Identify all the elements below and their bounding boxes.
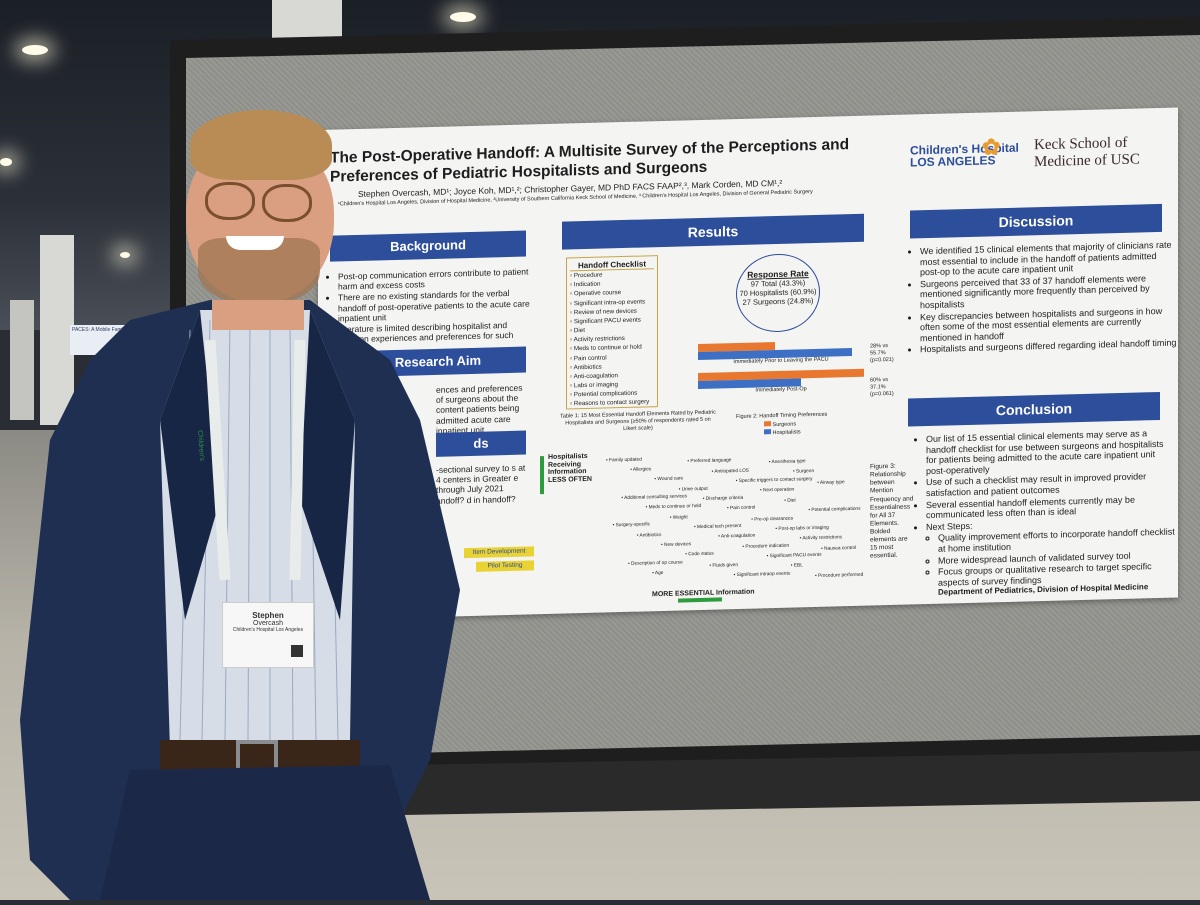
response-rate-line: 27 Surgeons (24.8%) <box>742 296 814 307</box>
conclusion-list: Our list of 15 essential clinical elemen… <box>916 428 1176 590</box>
scatter-point-label: • Weight <box>669 515 688 521</box>
conclusion-bullet: Our list of 15 essential clinical elemen… <box>926 428 1176 477</box>
handoff-checklist: Handoff Checklist ▫ Procedure ▫ Indicatio… <box>566 255 658 410</box>
scatter-point-label: • Description of op course <box>628 560 683 567</box>
scatter-point-label: • Post-op labs or imaging <box>775 525 829 532</box>
scatter-point-label: • Fluids given <box>709 562 738 569</box>
scatter-point-label: • Medical tech present <box>694 523 742 530</box>
banner-conclusion: Conclusion <box>908 391 1160 427</box>
scatter-point-label: • Discharge criteria <box>702 496 744 503</box>
scatter-point-label: • Anesthesia type <box>768 459 806 466</box>
checklist-item: ▫ Reasons to contact surgery <box>570 398 650 408</box>
timing-stat: 60% vs 37.1% (p=0.061) <box>870 377 894 398</box>
banner-discussion: Discussion <box>910 203 1162 239</box>
scatter-point-label: • Meds to continue or hold <box>645 503 702 510</box>
banner-background: Background <box>330 230 526 262</box>
y-axis-arrow <box>540 456 544 495</box>
scatter-point-label: • Potential complications <box>808 506 861 514</box>
badge-org: Children's Hospital Los Angeles <box>232 627 304 633</box>
scatter-point-label: • EBL <box>790 563 803 569</box>
table-caption: Table 1: 15 Most Essential Handoff Eleme… <box>560 409 716 432</box>
discussion-bullet: Surgeons perceived that 33 of 37 handoff… <box>920 272 1178 311</box>
checklist-items: ▫ Procedure ▫ Indication ▫ Operative cours… <box>570 269 654 409</box>
presenter-smile <box>226 236 284 250</box>
chla-logo: Children's Hospital LOS ANGELES ✿ <box>910 134 1019 170</box>
response-rate-circle: Response Rate 97 Total (43.3%) 70 Hospit… <box>736 252 820 334</box>
x-axis-arrow <box>678 597 722 603</box>
name-badge: Stephen Overcash Children's Hospital Los… <box>222 602 314 668</box>
scatter-point-label: • Activity restrictions <box>799 534 843 541</box>
discussion-bullet: Key discrepancies between hospitalists a… <box>920 305 1178 344</box>
presenter <box>10 300 470 900</box>
ceiling-light <box>450 12 476 22</box>
butterfly-icon: ✿ <box>982 134 1001 160</box>
presenter-neck <box>212 300 304 330</box>
banner-results: Results <box>562 213 864 250</box>
hall-pillar <box>10 300 34 420</box>
timing-caption: Figure 2: Handoff Timing Preferences <box>736 411 828 421</box>
discussion-list: We identified 15 clinical elements that … <box>910 239 1178 356</box>
qr-code-icon <box>291 645 303 657</box>
ceiling-light <box>0 158 12 166</box>
scatter-point-label: • Pre-op clearances <box>751 516 794 523</box>
badge-surname: Overcash <box>253 620 283 627</box>
next-steps-list: Quality improvement efforts to incorpora… <box>926 527 1176 589</box>
fig3-scatter: • Family updated • Preferred language • An… <box>606 451 876 588</box>
scatter-point-label: • Significant intraop events <box>733 571 791 578</box>
scatter-point-label: • Diet <box>784 498 796 504</box>
ceiling-light <box>120 252 130 258</box>
glasses-left-lens <box>205 182 255 220</box>
fig3-y-label: Hospitalists Receiving Information LESS … <box>548 452 592 485</box>
flow-item-development: Item Development <box>464 546 534 559</box>
presenter-figure <box>20 300 460 900</box>
scatter-point-label: • Age <box>652 570 664 576</box>
scatter-point-label: • Significant PACU events <box>766 552 822 560</box>
scatter-point-label: • Procedure performed <box>815 572 864 580</box>
discussion-bullet: We identified 15 clinical elements that … <box>920 239 1178 278</box>
fig3-caption: Figure 3: Relationship between Mention F… <box>870 462 914 560</box>
ceiling-light <box>22 45 48 55</box>
scatter-point-label: • New devices <box>661 542 692 549</box>
scatter-point-label: • Family updated <box>606 457 642 464</box>
scatter-point-label: • Surgery-specific <box>612 522 650 529</box>
scatter-point-label: • Urine output <box>678 487 708 493</box>
timing-stat: 28% vs 55.7% (p=0.021) <box>870 343 894 364</box>
scatter-point-label: • Procedure indication <box>742 543 790 550</box>
scatter-point-label: • Wound care <box>654 476 684 483</box>
presenter-hair <box>190 110 332 180</box>
scatter-point-label: • Pain control <box>727 505 756 512</box>
scatter-point-label: • Airway type <box>817 479 845 486</box>
scatter-point-label: • Anticipated LOS <box>711 468 750 475</box>
scatter-point-label: • Next operation <box>760 487 795 494</box>
usc-logo: Keck School of Medicine of USC <box>1034 134 1140 171</box>
glasses-right-lens <box>262 184 312 222</box>
scatter-point-label: • Additional consulting services <box>621 493 688 501</box>
scatter-point-label: • Preferred language <box>687 457 732 464</box>
flow-pilot-testing: Pilot Testing <box>476 560 534 572</box>
hall-pillar <box>40 235 74 425</box>
scatter-point-label: • Surgeon <box>793 469 815 475</box>
scatter-point-label: • Nausea control <box>821 545 857 552</box>
scatter-point-label: • Code status <box>685 551 714 558</box>
scatter-point-label: • Antibiotics <box>636 533 662 539</box>
legend-hospitalists: Hospitalists <box>764 428 801 437</box>
scatter-point-label: • Allergies <box>630 467 652 473</box>
scatter-point-label: • Anti-coagulation <box>718 533 756 540</box>
scatter-point-label: • Specific triggers to contact surgery <box>735 476 813 484</box>
badge-name: Stephen <box>252 611 284 620</box>
timing-chart: Immediately Prior to Leaving the PACU Im… <box>698 340 864 396</box>
fig3-x-label: MORE ESSENTIAL Information <box>652 588 755 599</box>
